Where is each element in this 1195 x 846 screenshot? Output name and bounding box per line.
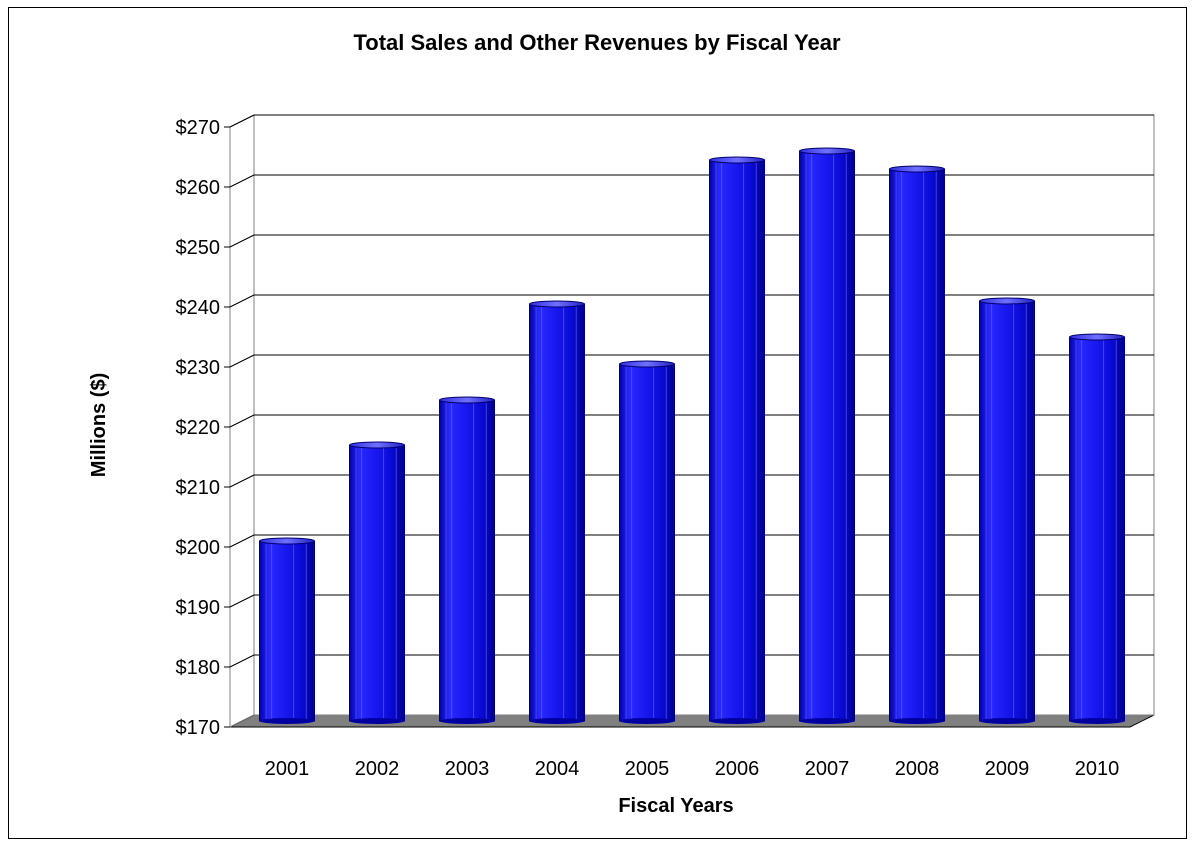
y-tick-label: $210 [176,477,221,499]
y-tick-label: $180 [176,657,221,679]
x-tick-label: 2009 [985,758,1030,780]
y-tick-label: $260 [176,177,221,199]
bar-body [439,399,495,722]
gridline-diagonal [229,354,255,368]
bar-body [349,444,405,722]
y-tick-label: $270 [176,117,221,139]
gridline-diagonal [229,414,255,428]
bar-top [709,156,765,164]
gridline-diagonal [229,534,255,548]
bar-base [439,718,495,724]
bar [889,165,945,724]
gridline-diagonal [229,294,255,308]
x-tick-label: 2007 [805,758,850,780]
y-tick-label: $250 [176,237,221,259]
y-tick-label: $240 [176,297,221,319]
bar-top [799,147,855,155]
bar-body [709,159,765,722]
bar [619,360,675,724]
bar [1069,333,1125,724]
x-tick-label: 2005 [625,758,670,780]
bars [259,147,1125,724]
bar-top [529,300,585,308]
bar-top [439,396,495,404]
x-tick-label: 2008 [895,758,940,780]
bar-top [1069,333,1125,341]
gridline-diagonal [229,174,255,188]
gridline-diagonal [229,654,255,668]
bar-top [979,297,1035,305]
bar-base [799,718,855,724]
bar-top [259,537,315,545]
bar [799,147,855,724]
bar-base [979,718,1035,724]
x-tick-label: 2002 [355,758,400,780]
bar-top [349,441,405,449]
bar [979,297,1035,724]
bar [259,537,315,724]
x-tick-label: 2001 [265,758,310,780]
bar-base [1069,718,1125,724]
bar-top [619,360,675,368]
bar-base [619,718,675,724]
y-tick-label: $220 [176,417,221,439]
gridline-diagonal [229,594,255,608]
y-tick-labels: $170 $180 $190 $200 $210 $220 $230 $240 $250 $260… [176,117,221,739]
bar [349,441,405,724]
bar-body [529,303,585,722]
y-tick-label: $230 [176,357,221,379]
bar [709,156,765,724]
y-axis-label: Millions ($) [88,373,110,477]
bar-body [619,363,675,722]
bar-body [979,300,1035,722]
gridline-diagonal [229,114,255,128]
bar-body [259,540,315,722]
bar [439,396,495,724]
x-tick-label: 2003 [445,758,490,780]
y-tick-label: $200 [176,537,221,559]
x-tick-labels: 2001 2002 2003 2004 2005 2006 2007 2008 2009 2010 [265,758,1120,780]
bar-base [529,718,585,724]
bar-base [709,718,765,724]
chart-title: Total Sales and Other Revenues by Fiscal… [353,30,841,55]
x-tick-label: 2010 [1075,758,1120,780]
x-tick-label: 2004 [535,758,580,780]
bar-base [259,718,315,724]
y-tick-label: $170 [176,717,221,739]
x-axis-label: Fiscal Years [618,795,733,817]
bar [529,300,585,724]
bar-body [799,150,855,722]
bar-base [349,718,405,724]
x-tick-label: 2006 [715,758,760,780]
y-tick-label: $190 [176,597,221,619]
gridline-diagonal [229,234,255,248]
gridline-diagonal [229,474,255,488]
bar-base [889,718,945,724]
bar-top [889,165,945,173]
